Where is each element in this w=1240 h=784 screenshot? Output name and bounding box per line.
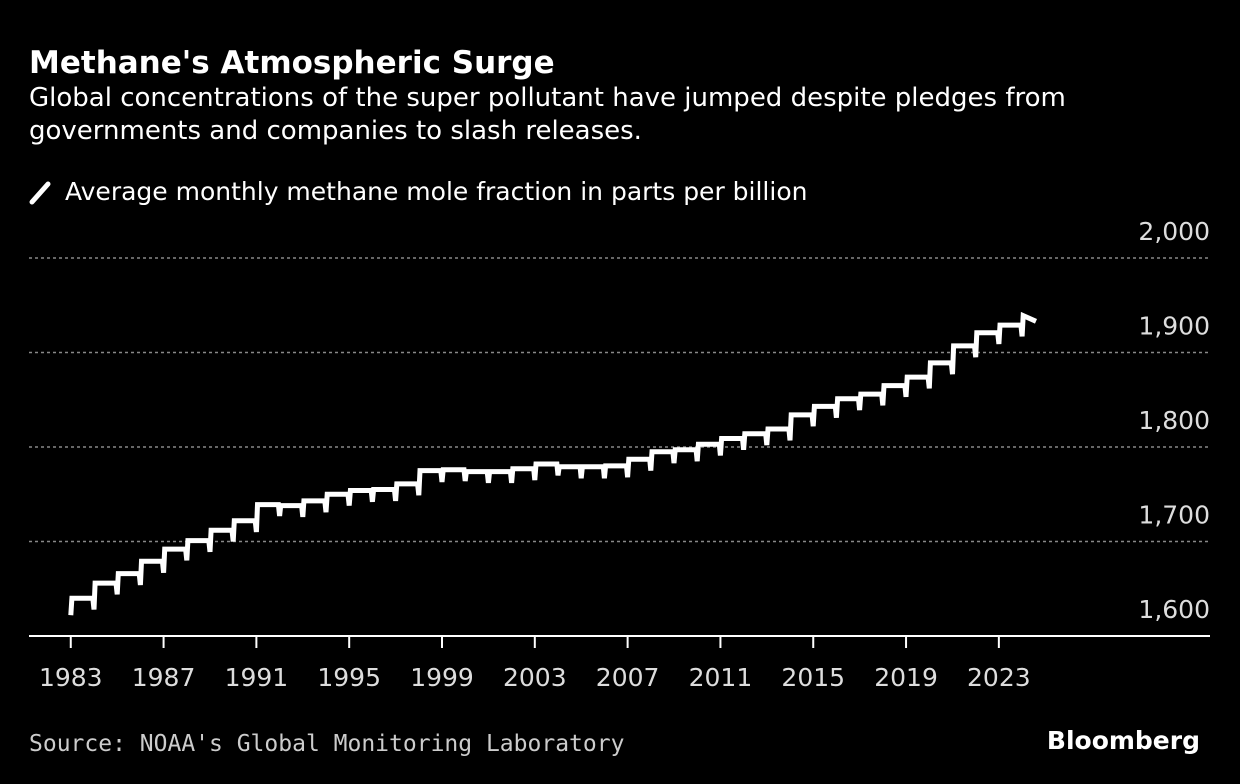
brand-logo: Bloomberg — [1047, 726, 1200, 755]
x-tick-label: 2003 — [503, 663, 567, 692]
x-tick-label: 2007 — [596, 663, 660, 692]
source-note: Source: NOAA's Global Monitoring Laborat… — [29, 731, 624, 757]
x-tick-label: 1991 — [225, 663, 289, 692]
legend-swatch — [29, 181, 51, 205]
series-line — [68, 311, 1038, 616]
subtitle-box: Global concentrations of the super pollu… — [29, 83, 1066, 146]
x-tick-label: 2011 — [689, 663, 753, 692]
x-tick-label: 2023 — [967, 663, 1031, 692]
x-tick-label: 2015 — [781, 663, 845, 692]
chart-subtitle: Global concentrations of the super pollu… — [29, 83, 1066, 146]
x-tick-label: 1987 — [132, 663, 196, 692]
x-tick-label: 1995 — [317, 663, 381, 692]
x-tick-label: 1983 — [39, 663, 103, 692]
x-tick-label: 1999 — [410, 663, 474, 692]
x-tick-label: 2019 — [874, 663, 938, 692]
y-tick-label: 1,900 — [1138, 312, 1210, 341]
y-tick-label: 2,000 — [1138, 217, 1210, 246]
y-tick-label: 1,800 — [1138, 406, 1210, 435]
chart-title: Methane's Atmospheric Surge — [29, 45, 555, 81]
y-tick-label: 1,700 — [1138, 501, 1210, 530]
y-tick-label: 1,600 — [1138, 595, 1210, 624]
legend-label: Average monthly methane mole fraction in… — [65, 177, 807, 206]
